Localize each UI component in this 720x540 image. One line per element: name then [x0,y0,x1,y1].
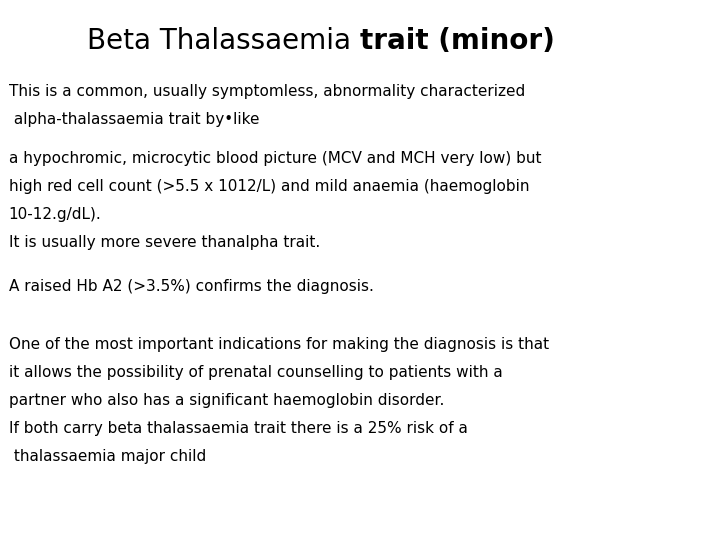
Text: alpha-thalassaemia trait by•like: alpha-thalassaemia trait by•like [9,112,259,127]
Text: it allows the possibility of prenatal counselling to patients with a: it allows the possibility of prenatal co… [9,365,503,380]
Text: If both carry beta thalassaemia trait there is a 25% risk of a: If both carry beta thalassaemia trait th… [9,421,467,436]
Text: a hypochromic, microcytic blood picture (MCV and MCH very low) but: a hypochromic, microcytic blood picture … [9,151,541,166]
Text: This is a common, usually symptomless, abnormality characterized: This is a common, usually symptomless, a… [9,84,525,99]
Text: partner who also has a significant haemoglobin disorder.: partner who also has a significant haemo… [9,393,444,408]
Text: thalassaemia major child: thalassaemia major child [9,449,206,464]
Text: A raised Hb A2 (>3.5%) confirms the diagnosis.: A raised Hb A2 (>3.5%) confirms the diag… [9,279,374,294]
Text: Beta Thalassaemia: Beta Thalassaemia [87,27,360,55]
Text: high red cell count (>5.5 x 1012/L) and mild anaemia (haemoglobin: high red cell count (>5.5 x 1012/L) and … [9,179,529,194]
Text: It is usually more severe thanalpha trait.: It is usually more severe thanalpha trai… [9,235,320,250]
Text: One of the most important indications for making the diagnosis is that: One of the most important indications fo… [9,337,549,352]
Text: trait (minor): trait (minor) [360,27,555,55]
Text: 10-12.g/dL).: 10-12.g/dL). [9,207,102,222]
